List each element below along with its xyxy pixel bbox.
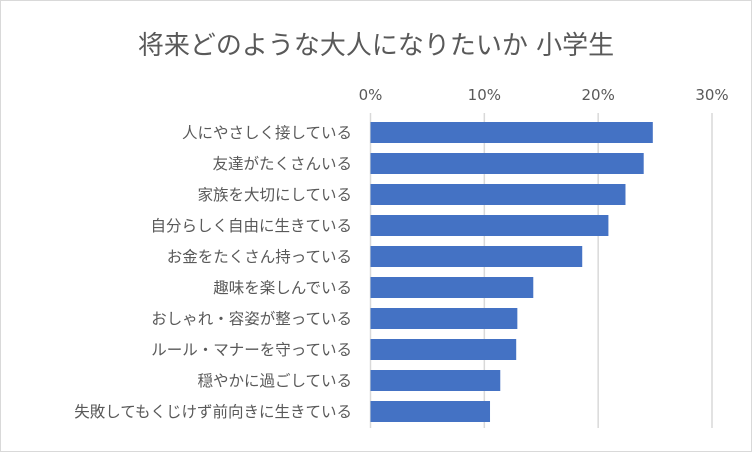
bar (370, 339, 517, 360)
tick-label: 10% (468, 86, 501, 104)
bar (370, 215, 609, 236)
bar (370, 184, 626, 205)
bar (370, 370, 501, 391)
tick-label: 30% (695, 86, 728, 104)
category-label: お金をたくさん持っている (167, 248, 352, 266)
bar (370, 401, 491, 422)
bar (370, 308, 518, 329)
tick-label: 0% (359, 86, 383, 104)
chart-title: 将来どのような大人になりたいか 小学生 (138, 31, 614, 61)
bar (370, 277, 534, 298)
category-label: 穏やかに過ごしている (197, 372, 352, 390)
category-label: 自分らしく自由に生きている (150, 217, 352, 235)
category-label: 友達がたくさんいる (212, 155, 352, 173)
category-label: おしゃれ・容姿が整っている (151, 310, 352, 328)
category-label: 失敗してもくじけず前向きに生きている (74, 403, 352, 421)
category-label: 家族を大切にしている (197, 186, 352, 204)
bar (370, 122, 653, 143)
category-label: 趣味を楽しんでいる (213, 279, 352, 297)
tick-label: 20% (581, 86, 614, 104)
category-label: 人にやさしく接している (182, 124, 352, 142)
bar (370, 153, 644, 174)
category-label: ルール・マナーを守っている (151, 341, 352, 359)
bar (370, 246, 583, 267)
